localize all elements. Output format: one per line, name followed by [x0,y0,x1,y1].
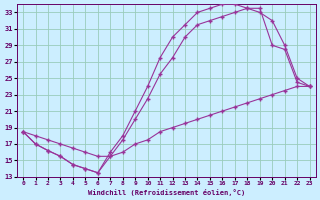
X-axis label: Windchill (Refroidissement éolien,°C): Windchill (Refroidissement éolien,°C) [88,189,245,196]
